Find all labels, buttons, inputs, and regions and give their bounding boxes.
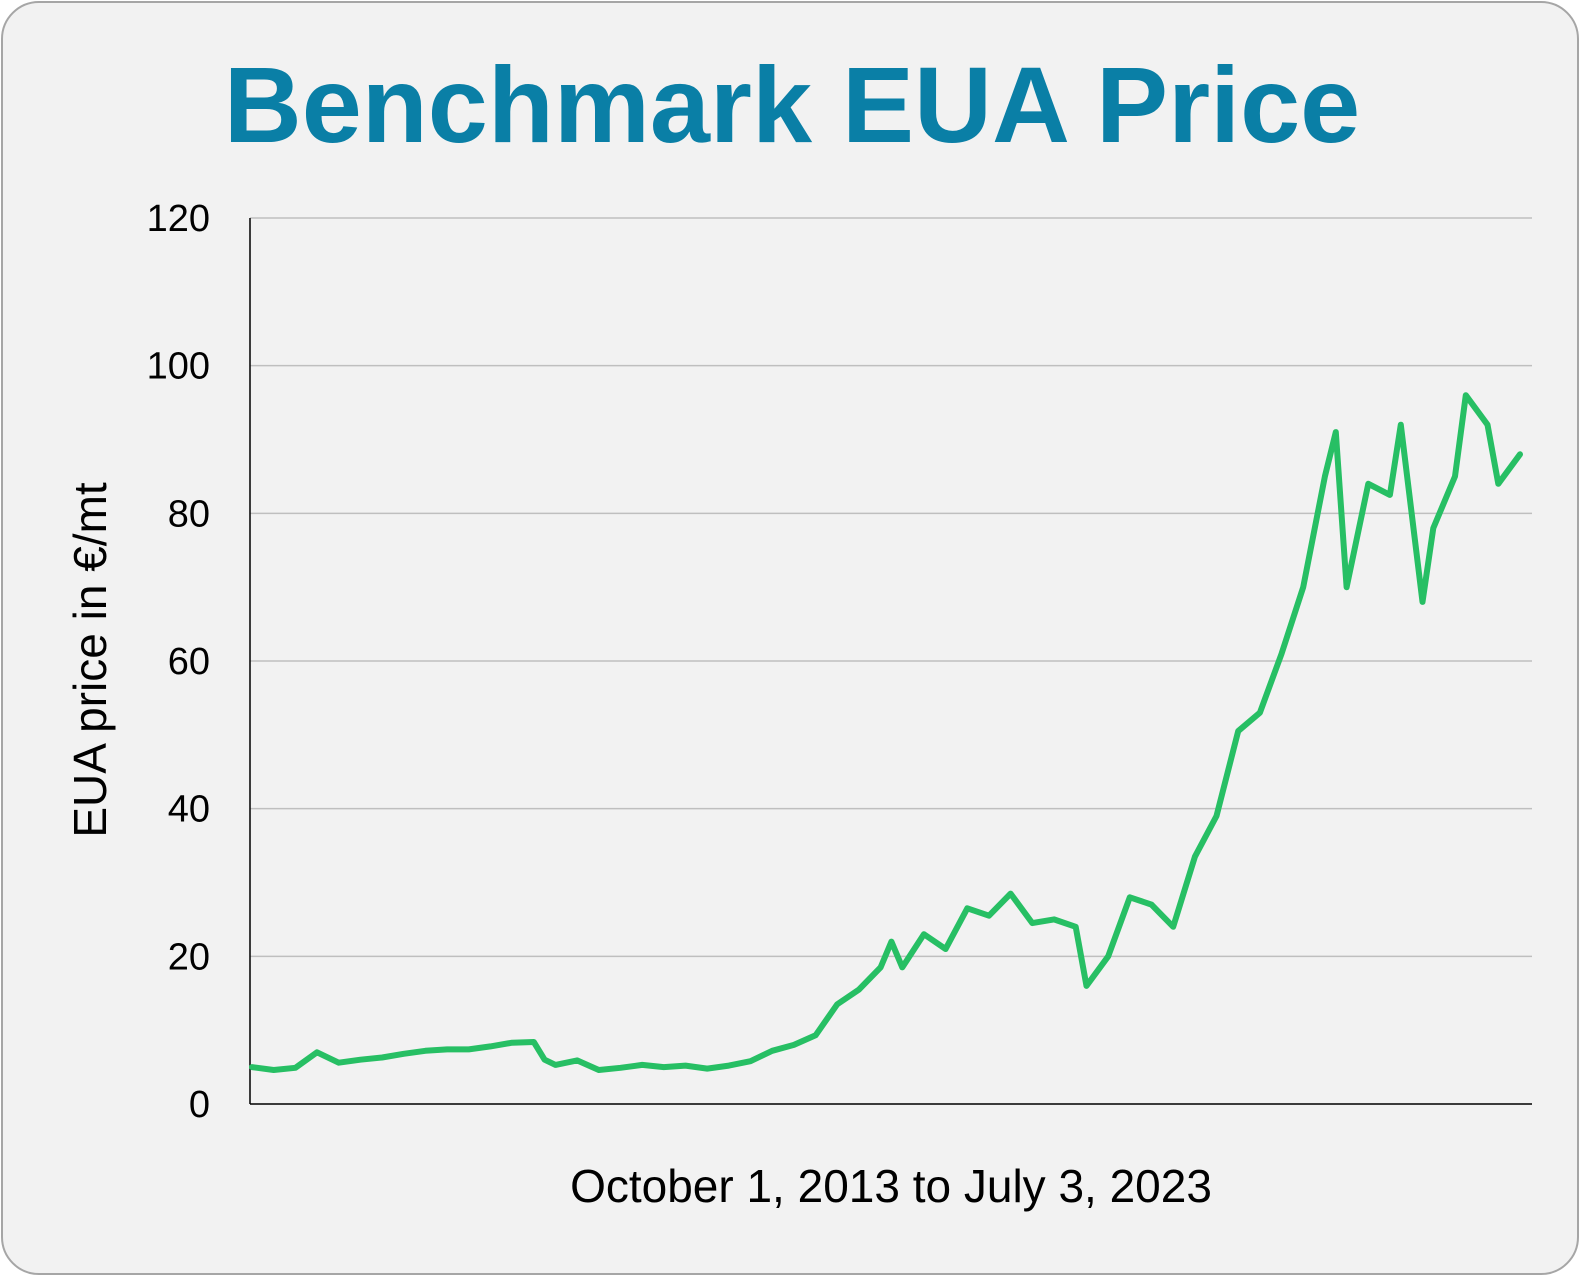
y-tick-label: 40 (168, 789, 210, 831)
y-tick-label: 0 (189, 1084, 210, 1126)
x-axis-title: October 1, 2013 to July 3, 2023 (570, 1160, 1212, 1212)
y-tick-labels: 0 20 40 60 80 100 120 (147, 198, 210, 1126)
y-tick-label: 20 (168, 936, 210, 978)
gridlines (250, 217, 1532, 958)
series-line-eua-price (249, 392, 1523, 1073)
y-tick-label: 100 (147, 346, 210, 388)
chart-title: Benchmark EUA Price (223, 44, 1361, 165)
y-axis-title: EUA price in €/mt (64, 482, 116, 838)
y-tick-label: 80 (168, 493, 210, 535)
y-tick-label: 120 (147, 198, 210, 240)
y-tick-label: 60 (168, 641, 210, 683)
